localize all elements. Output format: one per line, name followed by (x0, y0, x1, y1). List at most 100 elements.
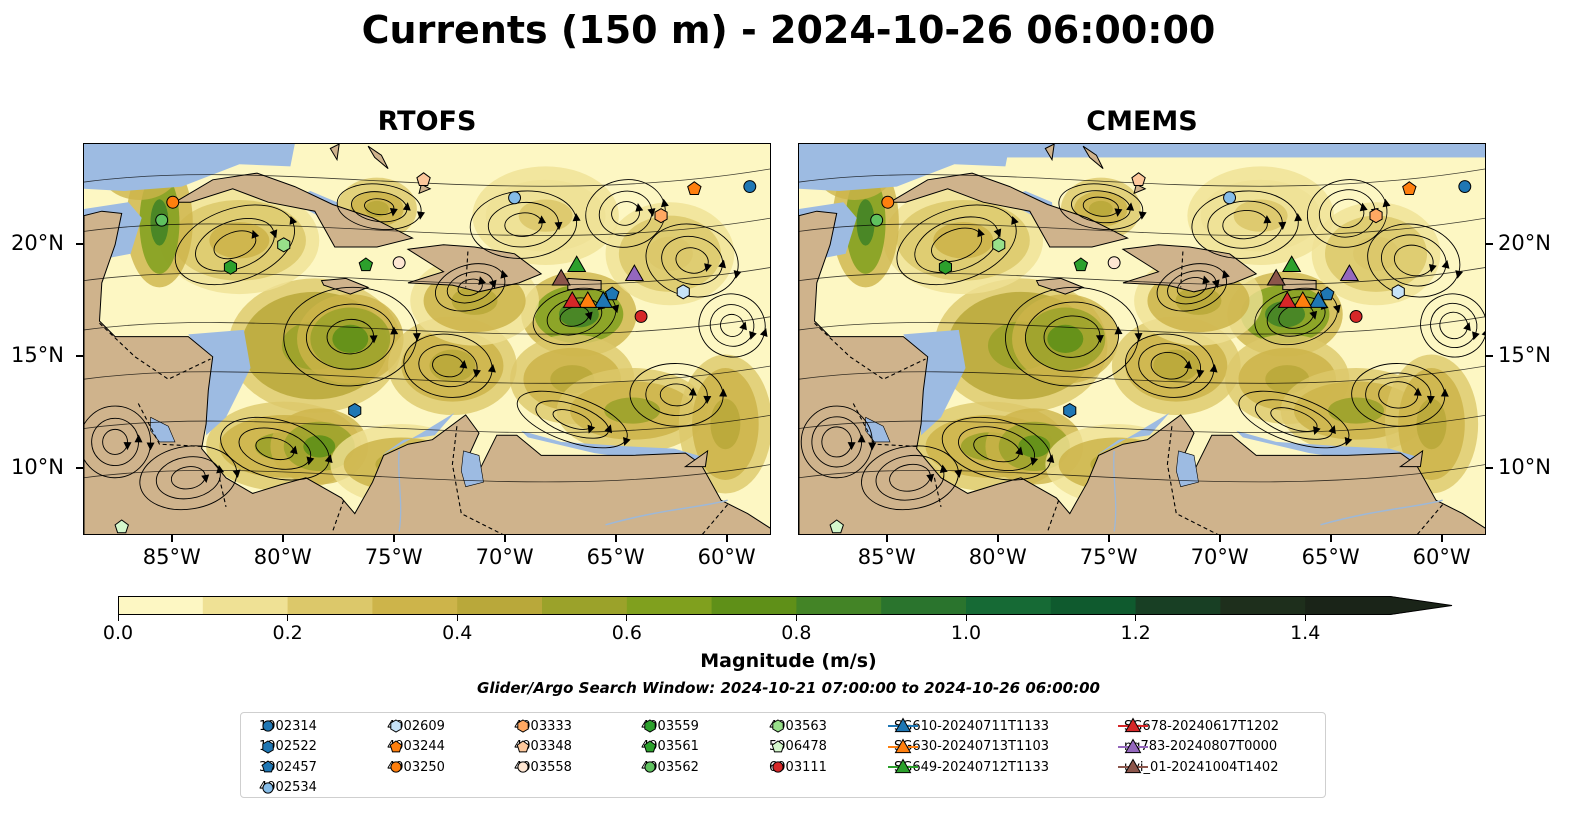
legend-symbol (894, 717, 912, 733)
land-bahamas-1 (329, 144, 340, 162)
streamline-arrow (749, 330, 757, 340)
x-tick-label: 85°W (857, 545, 916, 569)
marker-1902522 (1063, 403, 1077, 419)
colorbar-svg (118, 596, 1453, 615)
legend-marker (261, 760, 275, 773)
streamline (1393, 244, 1434, 277)
colorbar-segment (966, 596, 1052, 615)
legend-label: 4903333 (514, 718, 572, 734)
lake-maracaibo (1175, 450, 1199, 488)
x-tick-label: 75°W (364, 545, 423, 569)
legend-entry: SG610-20240711T1133 (886, 716, 1049, 736)
legend-symbol (389, 739, 403, 752)
streamline-arrow (1294, 212, 1303, 222)
x-tick-mark (1107, 535, 1110, 542)
marker-4903558 (392, 256, 406, 270)
streamline-arrow (251, 229, 260, 239)
streamline (1156, 263, 1227, 312)
country-border (814, 322, 926, 380)
x-tick-label: 70°W (475, 545, 534, 569)
colorbar-segment (542, 596, 628, 615)
legend-symbol (390, 761, 402, 773)
marker-ng783-20240807T0000 (1339, 264, 1360, 281)
x-tick-mark (725, 535, 728, 542)
marker-SG678-20240617T1202 (1277, 291, 1297, 308)
colorbar-segment (796, 596, 882, 615)
legend-entry: 4903563 (761, 716, 827, 736)
streamline-arrow (1413, 387, 1422, 396)
country-border (1047, 500, 1060, 532)
legend-symbol (1124, 758, 1142, 774)
marker-4903561 (1073, 257, 1089, 272)
streamline (1270, 407, 1318, 432)
streamline-arrow (954, 469, 963, 479)
streamline (84, 267, 770, 286)
x-tick-mark (614, 535, 617, 542)
marker-SG610-20240711T1133 (593, 291, 613, 308)
marker-4903563 (992, 237, 1006, 253)
streamline (799, 316, 1485, 335)
streamline-arrow (660, 198, 669, 208)
marker-4902534 (1223, 191, 1237, 205)
legend-label: 4903563 (769, 718, 827, 734)
legend-marker (644, 719, 656, 733)
streamline-arrow (390, 326, 399, 335)
streamline (1004, 286, 1139, 387)
legend-label: 6903111 (769, 759, 827, 775)
land-bahamas-1 (1044, 144, 1055, 162)
y-tick-mark (76, 242, 83, 245)
streamline-arrow (857, 434, 866, 443)
legend-entry: 4903562 (633, 757, 699, 777)
streamline-arrow (389, 208, 398, 217)
marker-uvi_01-20241004T1402 (1266, 268, 1286, 286)
legend-symbol (772, 761, 784, 773)
streamline-arrow (1196, 369, 1205, 379)
legend-symbol (517, 719, 529, 733)
x-tick-mark (1218, 535, 1221, 542)
marker-4903250 (166, 195, 180, 209)
streamline-arrow (1114, 326, 1123, 335)
streamline-arrow (993, 228, 1002, 238)
x-tick-mark (1440, 535, 1443, 542)
lake-nicaragua (150, 416, 176, 443)
streamline (195, 218, 275, 272)
legend-entry: 1902522 (251, 737, 317, 757)
marker-4903348 (1131, 172, 1146, 186)
streamline-arrow (1030, 457, 1039, 466)
y-tick-mark (1486, 242, 1493, 245)
marker-4903333 (1369, 208, 1383, 224)
marker-4902534 (508, 191, 522, 205)
streamline-arrow (611, 304, 620, 314)
colorbar-tick-label: 0.4 (442, 622, 473, 644)
legend-symbol (644, 761, 656, 773)
legend-marker (1118, 758, 1148, 774)
x-tick-label: 65°W (1301, 545, 1360, 569)
magnitude-patch-core (518, 199, 573, 232)
streamline-arrow (1481, 328, 1485, 337)
panel-title-cmems: CMEMS (1086, 106, 1198, 137)
magnitude-patch-core (604, 397, 661, 424)
streamline-arrow (1134, 332, 1143, 342)
legend-marker (390, 761, 402, 773)
streamline (283, 286, 418, 387)
colorbar-label: Magnitude (m/s) (700, 650, 877, 672)
streamline (1420, 293, 1485, 358)
colorbar-tick-mark (965, 615, 967, 621)
legend-label: 4903559 (641, 718, 699, 734)
streamline-arrow (977, 228, 985, 238)
streamline-arrow (412, 332, 421, 342)
marker-SG630-20240713T1103 (1293, 291, 1313, 308)
legend-marker (1118, 717, 1148, 733)
streamline-arrow (623, 437, 631, 446)
streamline-arrow (719, 388, 728, 397)
streamline (174, 204, 296, 286)
y-tick-mark (1486, 354, 1493, 357)
marker-4903250 (881, 195, 895, 209)
legend-label: SG610-20240711T1133 (894, 718, 1050, 734)
legend-label: SG649-20240712T1133 (894, 759, 1050, 775)
streamline (611, 201, 640, 226)
legend-label: 4903562 (641, 759, 699, 775)
streamline (661, 235, 723, 285)
colorbar-segment (626, 596, 713, 615)
y-tick-mark (76, 354, 83, 357)
